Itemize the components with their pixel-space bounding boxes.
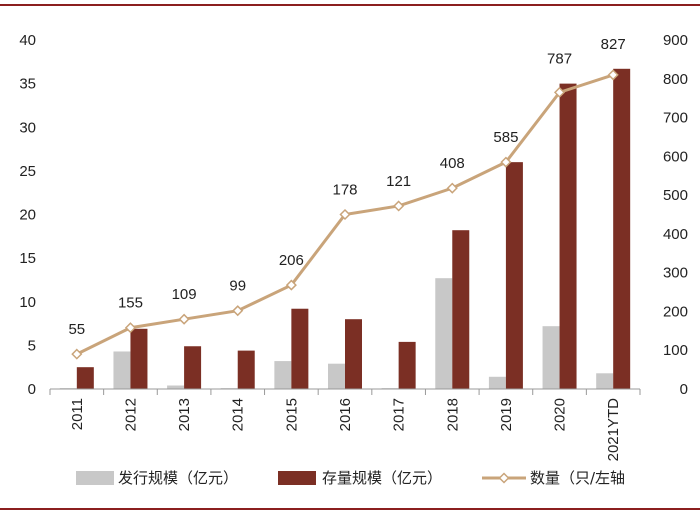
- count-point: [232, 305, 244, 317]
- bars: [59, 68, 631, 389]
- data-labels: 55 155 109 99 206 178 121 408 585 787 827: [68, 36, 625, 338]
- bar-outstanding: [130, 328, 148, 389]
- category-label: 2014: [230, 398, 247, 431]
- legend-label-issuance: 发行规模（亿元）: [118, 469, 238, 487]
- bar-issuance: [328, 363, 345, 389]
- bar-outstanding: [452, 230, 470, 389]
- bar-outstanding: [76, 367, 94, 389]
- bar-issuance: [488, 376, 506, 389]
- count-point: [393, 200, 405, 212]
- bar-outstanding: [559, 83, 577, 389]
- bar-outstanding: [237, 350, 255, 389]
- category-label: 2021YTD: [605, 398, 622, 462]
- category-label: 2017: [391, 398, 408, 431]
- legend-label-outstanding: 存量规模（亿元）: [322, 469, 442, 487]
- count-point: [607, 69, 619, 81]
- count-point: [124, 322, 137, 334]
- bar-outstanding: [505, 162, 523, 389]
- data-label: 178: [332, 182, 357, 199]
- category-label: 2012: [122, 398, 139, 431]
- bar-outstanding: [184, 346, 202, 389]
- category-labels: 2011 2012 2013 2014 2015 2016 2017 2018 2019 2020…: [69, 398, 622, 462]
- count-point: [339, 208, 351, 221]
- bar-outstanding: [613, 68, 631, 389]
- y-left-tick-label: 30: [19, 119, 36, 136]
- y-right-tick-label: 900: [663, 32, 688, 49]
- left-axis-ticks: 0 5 10 15 20 25 30 35 40: [19, 32, 36, 398]
- data-label: 206: [279, 252, 304, 269]
- bar-outstanding: [398, 341, 416, 389]
- count-point: [71, 348, 83, 360]
- bar-issuance: [542, 326, 560, 389]
- legend-swatch-outstanding: [278, 471, 316, 485]
- category-tick-marks: [49, 389, 641, 395]
- data-label: 99: [229, 278, 246, 295]
- category-label: 2016: [337, 398, 354, 431]
- y-right-tick-label: 500: [663, 187, 688, 204]
- category-label: 2019: [498, 398, 515, 431]
- data-label: 585: [493, 129, 518, 146]
- count-point: [553, 86, 566, 98]
- category-label: 2011: [69, 398, 86, 430]
- legend: 发行规模（亿元） 存量规模（亿元） 数量（只/左轴: [76, 469, 625, 487]
- category-label: 2018: [444, 398, 461, 431]
- count-point: [446, 182, 458, 194]
- data-label: 121: [386, 173, 411, 190]
- bar-outstanding: [291, 308, 309, 389]
- category-label: 2015: [283, 398, 300, 431]
- legend-label-count: 数量（只/左轴: [530, 469, 625, 487]
- y-left-tick-label: 25: [19, 163, 36, 180]
- legend-swatch-count-marker: [498, 472, 510, 484]
- y-right-tick-label: 800: [663, 71, 688, 88]
- right-axis-ticks: 0 100 200 300 400 500 600 700 800 900: [663, 32, 688, 398]
- data-label: 827: [601, 36, 626, 53]
- y-left-tick-label: 15: [19, 250, 36, 267]
- y-left-tick-label: 5: [28, 337, 36, 354]
- bar-issuance: [167, 385, 185, 389]
- y-left-tick-label: 20: [19, 207, 36, 224]
- legend-swatch-issuance: [76, 471, 114, 485]
- count-line-series: [71, 69, 619, 360]
- y-left-tick-label: 0: [28, 381, 36, 398]
- bar-issuance: [113, 351, 131, 389]
- data-label: 109: [172, 286, 197, 303]
- bar-issuance: [274, 361, 292, 389]
- category-label: 2020: [552, 398, 569, 431]
- y-right-tick-label: 300: [663, 265, 688, 282]
- category-label: 2013: [176, 398, 193, 431]
- y-right-tick-label: 0: [680, 381, 688, 398]
- data-label: 787: [547, 51, 572, 68]
- bar-outstanding: [345, 319, 362, 389]
- y-left-tick-label: 10: [19, 294, 36, 311]
- data-label: 55: [68, 321, 85, 338]
- y-left-tick-label: 35: [19, 76, 36, 93]
- y-right-tick-label: 600: [663, 148, 688, 165]
- bar-issuance: [596, 373, 614, 389]
- count-point: [285, 279, 297, 291]
- y-right-tick-label: 700: [663, 110, 688, 127]
- y-right-tick-label: 400: [663, 226, 688, 243]
- count-point: [500, 156, 512, 168]
- data-label: 155: [118, 295, 143, 312]
- y-right-tick-label: 100: [663, 342, 688, 359]
- data-label: 408: [440, 155, 465, 172]
- count-point: [178, 313, 190, 325]
- bar-issuance: [435, 278, 453, 389]
- y-right-tick-label: 200: [663, 303, 688, 320]
- y-left-tick-label: 40: [19, 32, 36, 49]
